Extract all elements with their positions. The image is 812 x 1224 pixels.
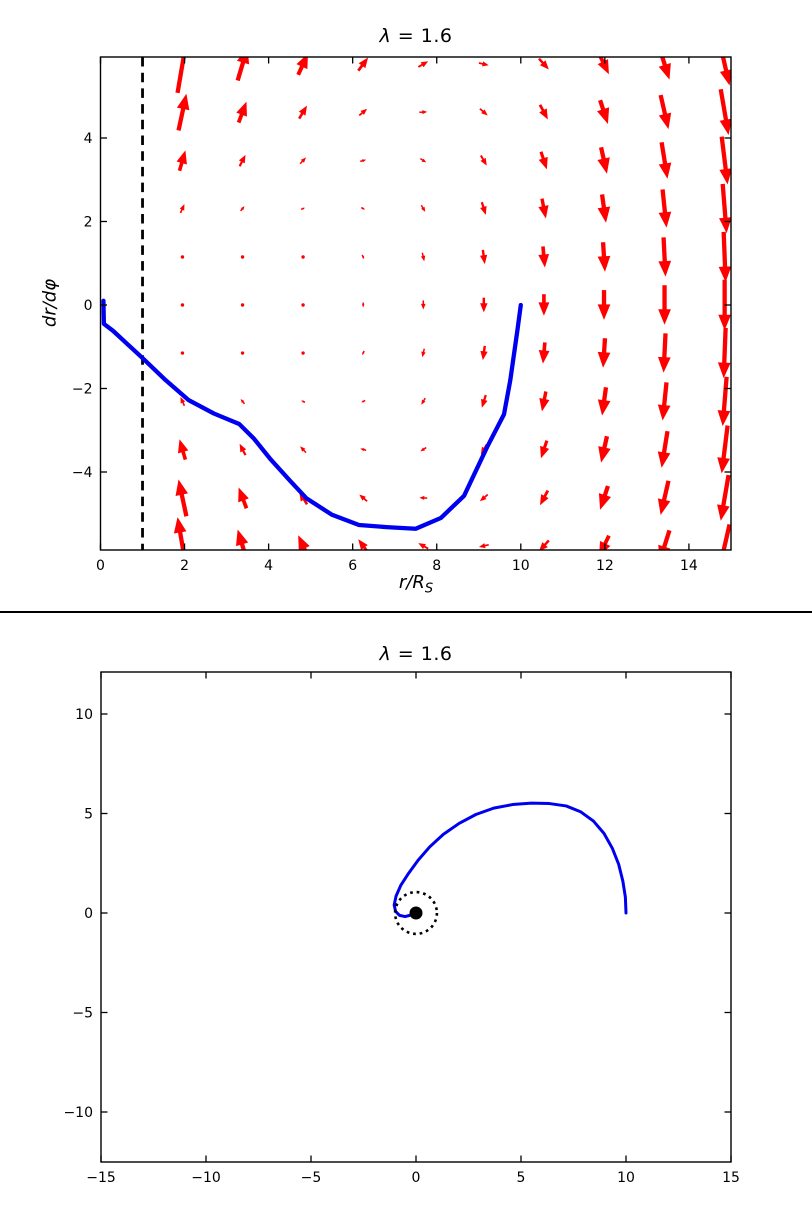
orbit-content	[392, 801, 628, 936]
xlabel-main: r/R	[398, 572, 425, 593]
phase-portrait-canvas: 0 2 4 6 8 10 12 14 −4 −2 0 2 4	[72, 56, 732, 574]
axes-frame: 0 2 4 6 8 10 12 14 −4 −2 0 2 4	[72, 56, 732, 574]
y-tick-label: 5	[84, 807, 93, 823]
top-plot-ylabel: dr/dφ	[39, 278, 61, 328]
x-tick-label: 4	[264, 558, 273, 574]
x-tick-label: 2	[180, 558, 189, 574]
axes-frame: −15 −10 −5 0 5 10 15 −10 −5 0 5 10	[63, 671, 740, 1186]
horizon-dotted-circle	[393, 890, 439, 936]
y-tick-label: 10	[75, 707, 93, 723]
x-tick-label: 5	[517, 1170, 526, 1186]
y-tick-label: −2	[72, 382, 93, 398]
x-tick-label: −10	[191, 1170, 221, 1186]
y-tick-label: 0	[84, 298, 93, 314]
xlabel-sub: S	[424, 581, 434, 597]
orbit-spiral-line	[392, 801, 628, 919]
y-tick-label: −4	[72, 465, 93, 481]
x-tick-label: 8	[432, 558, 441, 574]
lambda-symbol: λ	[379, 643, 392, 665]
x-tick-label: −5	[301, 1170, 322, 1186]
y-tick-label: 2	[84, 215, 93, 231]
quiver-field	[173, 57, 731, 550]
bottom-title-value: = 1.6	[391, 643, 453, 665]
x-tick-label: 10	[512, 558, 530, 574]
phase-trajectory-line	[101, 298, 523, 531]
top-plot-xlabel: r/RS	[101, 572, 731, 597]
y-tick-label: −10	[63, 1105, 93, 1121]
y-tick-label: 4	[84, 131, 93, 147]
y-tick-label: 0	[84, 906, 93, 922]
black-hole-dot	[409, 906, 423, 920]
top-plot-title: λ = 1.6	[101, 25, 731, 47]
top-title-value: = 1.6	[391, 25, 453, 47]
x-tick-label: 0	[412, 1170, 421, 1186]
x-tick-label: 12	[596, 558, 614, 574]
x-tick-label: 14	[680, 558, 698, 574]
orbit-plot-canvas: −15 −10 −5 0 5 10 15 −10 −5 0 5 10	[63, 671, 740, 1186]
x-tick-label: 0	[96, 558, 105, 574]
separator-line	[0, 610, 812, 613]
phase-portrait-content	[101, 57, 731, 550]
x-tick-label: 6	[348, 558, 357, 574]
y-tick-label: −5	[72, 1006, 93, 1022]
x-tick-label: −15	[86, 1170, 116, 1186]
x-tick-label: 10	[617, 1170, 635, 1186]
x-tick-label: 15	[722, 1170, 740, 1186]
bottom-plot-title: λ = 1.6	[101, 643, 731, 665]
lambda-symbol: λ	[379, 25, 392, 47]
